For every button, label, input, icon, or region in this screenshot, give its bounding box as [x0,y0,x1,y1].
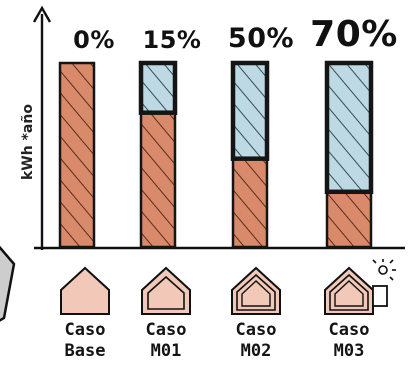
house-icon-base [60,266,110,315]
y-axis-label: kWh *año [20,104,36,180]
reduction-label-m02: 50% [227,23,295,54]
category-label-base: Caso Base [50,320,120,362]
category-label-m02-line2: M02 [240,341,272,361]
bar-consumption-base [58,61,96,249]
bar-saving-m03 [324,60,374,195]
category-label-base-line2: Base [64,341,106,361]
house-icon-m02 [231,266,281,315]
category-label-m01-line1: Caso [145,320,187,340]
category-label-base-line1: Caso [64,320,106,340]
category-label-m03-line2: M03 [333,341,365,361]
bar-consumption-m02 [231,157,269,249]
house-partial-left [0,245,16,322]
house-icon-m01 [141,266,191,315]
bar-saving-m02 [230,60,270,161]
category-label-m03-line1: Caso [328,320,370,340]
bar-consumption-m01 [139,111,177,249]
y-axis-arrow-icon [32,5,52,23]
reduction-label-base: 0% [73,26,115,54]
sun-icon [372,259,396,281]
house-icon-m03 [324,266,388,315]
category-label-m01-line2: M01 [150,341,182,361]
reduction-label-m01: 15% [142,26,202,54]
bar-saving-m01 [138,60,178,115]
bar-consumption-m03 [325,190,373,249]
reduction-label-m03: 70% [310,14,398,55]
category-label-m02-line1: Caso [235,320,277,340]
category-label-m01: Caso M01 [131,320,201,362]
category-label-m03: Caso M03 [314,320,384,362]
category-label-m02: Caso M02 [221,320,291,362]
